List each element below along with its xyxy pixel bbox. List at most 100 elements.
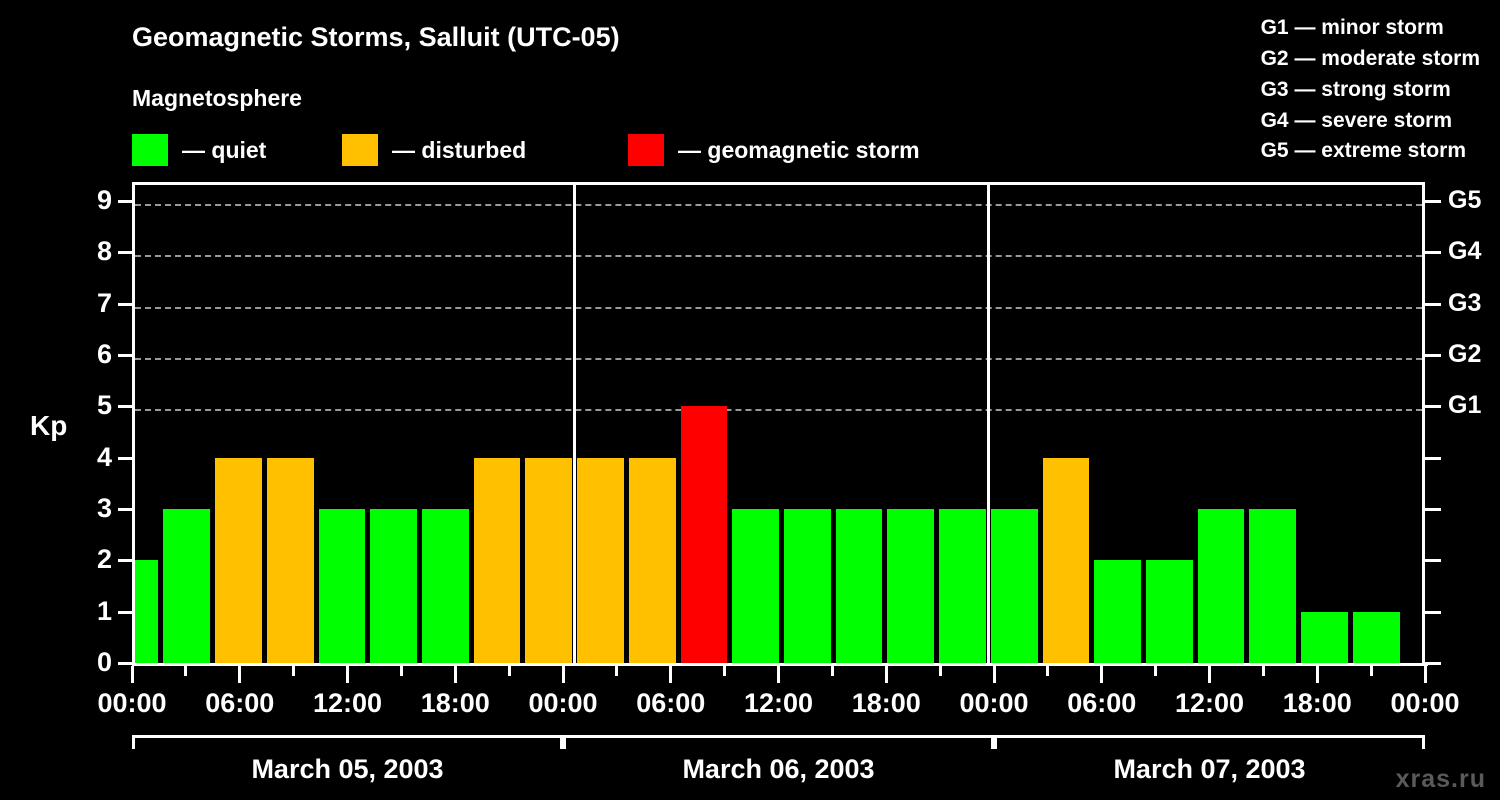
g-axis-tick-9 xyxy=(1425,200,1441,203)
legend-item-geomagnetic-storm: — geomagnetic storm xyxy=(628,132,920,168)
x-tick-mark xyxy=(1315,666,1319,683)
y-tick-mark-1 xyxy=(118,610,132,614)
x-tick-mark xyxy=(1423,666,1427,683)
y-tick-label-1: 1 xyxy=(96,595,112,626)
y-tick-mark-3 xyxy=(118,508,132,511)
bar xyxy=(473,457,521,663)
x-tick-mark xyxy=(992,666,996,683)
x-tick-label: 12:00 xyxy=(1174,688,1245,718)
x-tick-label: 00:00 xyxy=(959,688,1029,718)
x-tick-label: 06:00 xyxy=(636,688,706,718)
plot-area xyxy=(132,182,1425,666)
y-tick-mark-9 xyxy=(118,200,132,203)
x-tick-label: 12:00 xyxy=(743,688,814,718)
x-tick-mark xyxy=(669,666,673,683)
g-axis-tick-0 xyxy=(1425,662,1441,665)
date-bracket xyxy=(994,735,1425,749)
g-scale-row-1: G1 — minor storm xyxy=(1260,16,1444,39)
bar xyxy=(1146,560,1193,663)
gridline-kp-8 xyxy=(135,255,1422,258)
date-label: March 05, 2003 xyxy=(251,754,444,784)
y-tick-mark-7 xyxy=(118,302,132,306)
x-minor-tick-mark xyxy=(1369,666,1373,676)
y-tick-label-0: 0 xyxy=(96,647,112,677)
g-scale-row-3: G3 — strong storm xyxy=(1260,77,1451,101)
x-minor-tick-mark xyxy=(507,666,511,676)
g-axis-tick-4 xyxy=(1425,456,1441,460)
x-tick-mark xyxy=(130,666,134,683)
x-minor-tick-mark xyxy=(723,666,727,676)
bar xyxy=(990,509,1038,663)
y-tick-label-3: 3 xyxy=(96,493,112,523)
x-minor-tick-mark xyxy=(938,666,942,676)
x-tick-label: 18:00 xyxy=(851,688,921,718)
x-tick-label: 06:00 xyxy=(1067,688,1137,718)
legend-swatch-disturbed xyxy=(342,134,378,166)
legend-item-disturbed: — disturbed xyxy=(342,132,526,168)
x-tick-label: 12:00 xyxy=(312,688,383,718)
y-tick-mark-5 xyxy=(118,405,132,409)
x-tick-label: 18:00 xyxy=(1282,688,1352,718)
x-tick-mark xyxy=(777,666,780,683)
x-minor-tick-mark xyxy=(292,666,296,676)
x-minor-tick-mark xyxy=(1046,666,1050,676)
y-tick-mark-4 xyxy=(118,456,132,460)
x-minor-tick-mark xyxy=(399,666,403,676)
legend-label-disturbed: — disturbed xyxy=(392,136,527,163)
legend-label-geomagnetic-storm: — geomagnetic storm xyxy=(678,136,920,163)
plot-inner xyxy=(135,185,1422,666)
g-scale-legend: G1 — minor storm G2 — moderate storm G3 — … xyxy=(1261,13,1480,167)
bar xyxy=(1249,509,1297,663)
g-axis-tick-3 xyxy=(1425,508,1441,511)
y-tick-label-7: 7 xyxy=(96,287,112,318)
bar xyxy=(421,509,469,663)
x-minor-tick-mark xyxy=(184,666,188,676)
gridline-kp-7 xyxy=(135,306,1422,309)
bar xyxy=(163,509,211,663)
legend-swatch-quiet xyxy=(132,134,168,166)
bar xyxy=(732,509,779,663)
g-tick-label-G1: G1 xyxy=(1448,391,1482,420)
bar xyxy=(318,509,366,663)
g-tick-label-G3: G3 xyxy=(1448,288,1482,317)
x-tick-label: 00:00 xyxy=(528,688,598,718)
x-minor-tick-mark xyxy=(1154,666,1158,676)
x-tick-mark xyxy=(884,666,888,683)
legend-swatch-geomagnetic-storm xyxy=(628,134,664,166)
x-axis-line xyxy=(132,663,1428,666)
g-scale-row-2: G2 — moderate storm xyxy=(1260,46,1480,70)
bar xyxy=(370,509,417,663)
x-tick-label: 18:00 xyxy=(420,688,490,718)
bar xyxy=(939,509,986,663)
x-tick-label: 00:00 xyxy=(97,688,167,718)
bar xyxy=(266,457,314,663)
legend-item-quiet: — quiet xyxy=(132,132,266,168)
date-bracket xyxy=(563,735,994,749)
day-separator xyxy=(573,185,577,666)
bar xyxy=(628,457,676,663)
x-tick-mark xyxy=(1208,666,1211,683)
g-scale-row-4: G4 — severe storm xyxy=(1260,108,1453,132)
watermark: xras.ru xyxy=(1395,765,1486,793)
bar xyxy=(1197,509,1245,663)
x-minor-tick-mark xyxy=(1261,666,1265,676)
y-tick-label-4: 4 xyxy=(96,441,112,472)
y-tick-label-8: 8 xyxy=(96,236,112,267)
bar xyxy=(887,509,935,663)
g-scale-row-5: G5 — extreme storm xyxy=(1260,139,1467,163)
y-tick-label-2: 2 xyxy=(96,544,112,575)
y-tick-mark-6 xyxy=(118,354,132,357)
bar xyxy=(135,560,159,663)
y-axis-title: Kp xyxy=(30,410,68,441)
y-tick-mark-0 xyxy=(118,662,132,665)
y-tick-label-9: 9 xyxy=(96,185,112,215)
y-tick-label-5: 5 xyxy=(96,390,112,421)
g-tick-label-G4: G4 xyxy=(1448,237,1482,266)
x-tick-mark xyxy=(1100,666,1104,683)
chart-subtitle: Magnetosphere xyxy=(132,85,302,111)
g-axis-tick-1 xyxy=(1425,610,1441,614)
y-tick-label-6: 6 xyxy=(96,339,112,369)
bar xyxy=(1042,457,1090,663)
bar xyxy=(1301,611,1348,663)
